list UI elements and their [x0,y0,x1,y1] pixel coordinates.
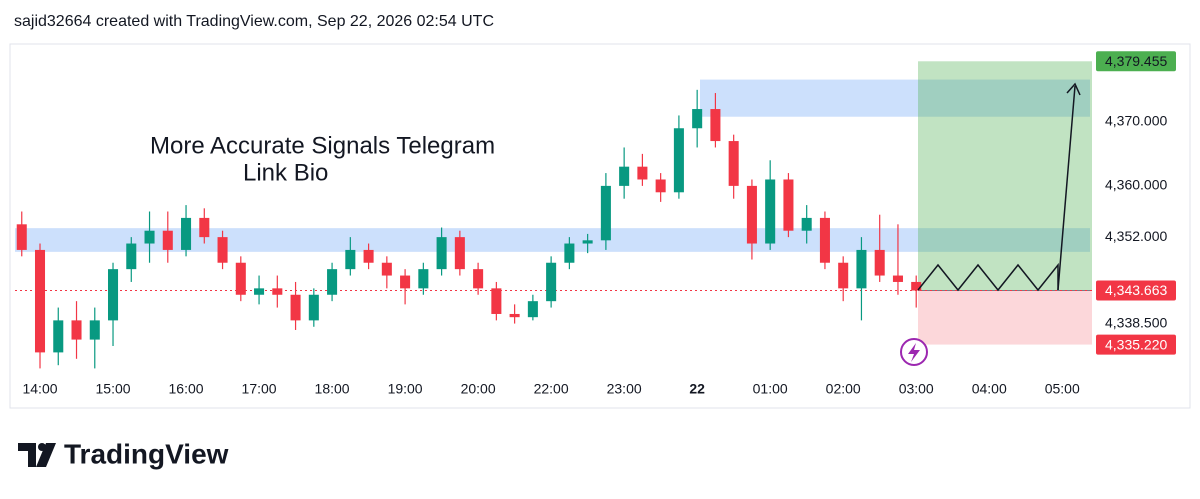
price-label: 4,335.220 [1105,336,1167,352]
candle-body [181,217,192,250]
x-tick-label: 02:00 [826,381,861,397]
candle-body [144,230,155,244]
y-tick-label: 4,370.000 [1105,113,1167,129]
candle-body [509,313,520,318]
candle-body [89,320,100,340]
x-tick-label: 01:00 [753,381,788,397]
candle-body [363,249,374,263]
candle-body [34,249,46,353]
x-tick-label: 16:00 [169,381,204,397]
x-tick-label: 18:00 [315,381,350,397]
candle-body [162,230,173,250]
price-label: 4,343.663 [1105,282,1167,298]
logo-mark [18,443,36,467]
candle-body [53,320,64,353]
candle-body [710,109,721,142]
y-tick-label: 4,360.000 [1105,177,1167,193]
candle-body [235,262,246,295]
x-tick-label: 14:00 [22,381,57,397]
candle-body [308,294,319,321]
annotation-text: More Accurate Signals Telegram [150,132,495,159]
candle-body [819,217,830,263]
candle-body [582,240,593,244]
candle-body [746,185,757,244]
x-tick-label: 15:00 [96,381,131,397]
lightning-bolt [908,343,920,362]
candle-body [874,249,885,276]
candle-body [16,224,27,250]
price-label-bg [1096,334,1176,355]
x-tick-label: 03:00 [899,381,934,397]
zigzag-path [917,262,1059,292]
candle-body [838,262,849,289]
candle-body [418,269,429,289]
price-label: 4,379.455 [1105,53,1167,69]
x-tick-label: 19:00 [388,381,423,397]
candle-body [290,294,301,321]
candle-body [765,179,776,244]
candle-body [108,269,119,321]
candle-body [345,249,356,270]
candle-body [783,179,794,231]
candle-body [254,288,265,295]
candle-body [272,288,283,295]
x-tick-label: 22 [689,381,705,397]
candle-body [911,281,922,291]
chart-frame [9,43,1191,409]
projection-arrow [1057,85,1076,291]
arrow-head [1066,82,1081,96]
candle-body [491,288,502,314]
background-layer [15,61,1092,345]
logo-mark [36,443,56,467]
candle-body [564,243,575,263]
candle-body [217,237,228,263]
x-tick-label: 23:00 [607,381,642,397]
x-tick-label: 05:00 [1045,381,1080,397]
candle-body [692,109,703,129]
header-title: sajid32664 created with TradingView.com,… [14,13,494,30]
candle-body [381,262,392,276]
brand-name: TradingView [64,438,229,469]
candles-layer [16,89,922,369]
candle-body [856,249,867,289]
stop-zone [918,290,1092,345]
candle-body [71,320,82,340]
x-tick-label: 22:00 [534,381,569,397]
candle-body [600,185,611,241]
candle-body [655,179,666,193]
candle-body [892,275,903,282]
y-tick-label: 4,352.000 [1105,228,1167,244]
candle-body [527,301,538,318]
x-tick-label: 04:00 [972,381,1007,397]
y-tick-label: 4,338.500 [1105,314,1167,330]
price-label-bg [1096,280,1176,301]
target-zone [918,61,1092,291]
candle-body [454,237,465,270]
annotation-text: Link Bio [243,159,328,186]
candle-body [473,269,484,289]
candle-body [673,128,684,193]
candle-body [546,262,557,302]
candle-body [327,269,338,295]
candle-body [400,275,411,289]
brand-logo: TradingView [18,438,229,469]
candle-body [199,217,210,238]
candle-body [436,237,447,270]
candle-body [728,141,739,186]
candle-body [637,166,648,180]
price-label-bg [1096,51,1176,72]
support-resistance-zone [700,79,1090,117]
overlay-layer [900,82,1081,366]
x-tick-label: 20:00 [461,381,496,397]
x-tick-label: 17:00 [242,381,277,397]
candle-body [619,166,630,186]
candle-body [126,243,137,270]
candle-body [801,217,812,231]
